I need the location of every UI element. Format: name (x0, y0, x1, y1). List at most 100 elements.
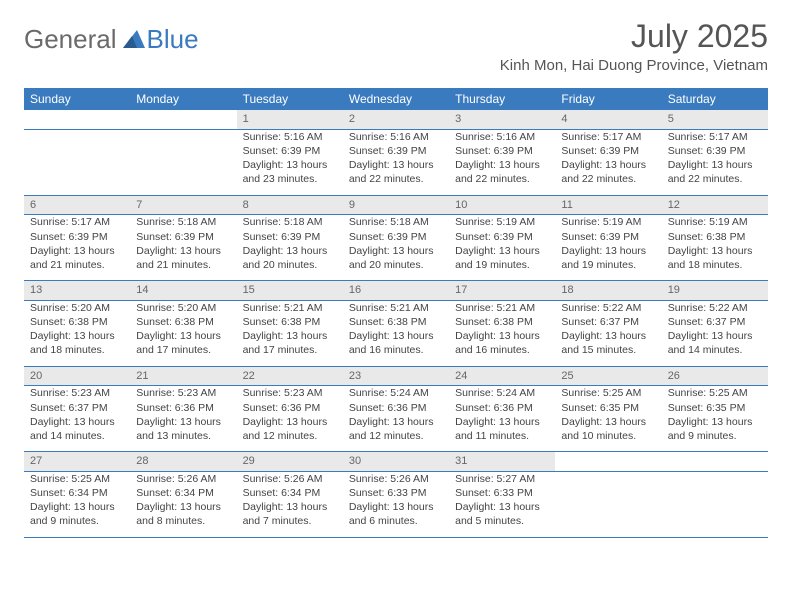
day-cell: Sunrise: 5:22 AMSunset: 6:37 PMDaylight:… (555, 300, 661, 366)
sunrise-line: Sunrise: 5:25 AM (30, 472, 124, 486)
day-cell: Sunrise: 5:17 AMSunset: 6:39 PMDaylight:… (662, 129, 768, 195)
day-cell: Sunrise: 5:22 AMSunset: 6:37 PMDaylight:… (662, 300, 768, 366)
sunset-line: Sunset: 6:38 PM (349, 315, 443, 329)
sunset-line: Sunset: 6:34 PM (30, 486, 124, 500)
sunrise-line: Sunrise: 5:19 AM (668, 215, 762, 229)
day-number: 23 (343, 367, 449, 386)
day-number: 28 (130, 452, 236, 471)
day-number: 9 (343, 196, 449, 215)
daylight-line: Daylight: 13 hours and 11 minutes. (455, 415, 549, 443)
day-number: 22 (237, 367, 343, 386)
daylight-line: Daylight: 13 hours and 13 minutes. (136, 415, 230, 443)
sunset-line: Sunset: 6:39 PM (136, 230, 230, 244)
sunset-line: Sunset: 6:34 PM (136, 486, 230, 500)
sunset-line: Sunset: 6:39 PM (561, 144, 655, 158)
calendar-table: SundayMondayTuesdayWednesdayThursdayFrid… (24, 88, 768, 538)
sunrise-line: Sunrise: 5:23 AM (30, 386, 124, 400)
day-number: 14 (130, 281, 236, 300)
day-number: 13 (24, 281, 130, 300)
sunset-line: Sunset: 6:39 PM (455, 230, 549, 244)
day-cell: Sunrise: 5:23 AMSunset: 6:36 PMDaylight:… (237, 386, 343, 452)
location-text: Kinh Mon, Hai Duong Province, Vietnam (500, 57, 768, 74)
daylight-line: Daylight: 13 hours and 9 minutes. (668, 415, 762, 443)
day-cell: Sunrise: 5:17 AMSunset: 6:39 PMDaylight:… (555, 129, 661, 195)
sunrise-line: Sunrise: 5:16 AM (349, 130, 443, 144)
sunrise-line: Sunrise: 5:24 AM (349, 386, 443, 400)
daylight-line: Daylight: 13 hours and 14 minutes. (30, 415, 124, 443)
daylight-line: Daylight: 13 hours and 12 minutes. (349, 415, 443, 443)
day-cell: Sunrise: 5:19 AMSunset: 6:39 PMDaylight:… (555, 215, 661, 281)
day-number: 12 (662, 196, 768, 215)
day-number: 7 (130, 196, 236, 215)
day-cell: Sunrise: 5:21 AMSunset: 6:38 PMDaylight:… (449, 300, 555, 366)
sunrise-line: Sunrise: 5:23 AM (136, 386, 230, 400)
day-cell: Sunrise: 5:25 AMSunset: 6:35 PMDaylight:… (662, 386, 768, 452)
day-number: 31 (449, 452, 555, 471)
daylight-line: Daylight: 13 hours and 22 minutes. (668, 158, 762, 186)
sunset-line: Sunset: 6:39 PM (243, 144, 337, 158)
daylight-line: Daylight: 13 hours and 8 minutes. (136, 500, 230, 528)
day-cell: Sunrise: 5:23 AMSunset: 6:37 PMDaylight:… (24, 386, 130, 452)
sunset-line: Sunset: 6:37 PM (30, 401, 124, 415)
day-cell (555, 471, 661, 537)
sunset-line: Sunset: 6:39 PM (349, 144, 443, 158)
day-cell: Sunrise: 5:20 AMSunset: 6:38 PMDaylight:… (24, 300, 130, 366)
daylight-line: Daylight: 13 hours and 21 minutes. (30, 244, 124, 272)
sunrise-line: Sunrise: 5:20 AM (30, 301, 124, 315)
header: General Blue July 2025 Kinh Mon, Hai Duo… (24, 18, 768, 74)
day-cell: Sunrise: 5:18 AMSunset: 6:39 PMDaylight:… (237, 215, 343, 281)
daylight-line: Daylight: 13 hours and 20 minutes. (349, 244, 443, 272)
day-number: 19 (662, 281, 768, 300)
day-number: 17 (449, 281, 555, 300)
weekday-header: Tuesday (237, 88, 343, 110)
sunset-line: Sunset: 6:38 PM (136, 315, 230, 329)
sunset-line: Sunset: 6:38 PM (668, 230, 762, 244)
sunrise-line: Sunrise: 5:22 AM (668, 301, 762, 315)
sunset-line: Sunset: 6:33 PM (349, 486, 443, 500)
sunset-line: Sunset: 6:35 PM (561, 401, 655, 415)
sunrise-line: Sunrise: 5:21 AM (455, 301, 549, 315)
daylight-line: Daylight: 13 hours and 17 minutes. (243, 329, 337, 357)
logo-text-blue: Blue (147, 24, 199, 55)
day-cell: Sunrise: 5:19 AMSunset: 6:38 PMDaylight:… (662, 215, 768, 281)
calendar-header: SundayMondayTuesdayWednesdayThursdayFrid… (24, 88, 768, 110)
sunrise-line: Sunrise: 5:19 AM (561, 215, 655, 229)
daylight-line: Daylight: 13 hours and 22 minutes. (561, 158, 655, 186)
daylight-line: Daylight: 13 hours and 19 minutes. (561, 244, 655, 272)
sunset-line: Sunset: 6:39 PM (455, 144, 549, 158)
sunrise-line: Sunrise: 5:17 AM (668, 130, 762, 144)
day-cell: Sunrise: 5:25 AMSunset: 6:35 PMDaylight:… (555, 386, 661, 452)
daylight-line: Daylight: 13 hours and 19 minutes. (455, 244, 549, 272)
day-cell: Sunrise: 5:16 AMSunset: 6:39 PMDaylight:… (343, 129, 449, 195)
sunset-line: Sunset: 6:37 PM (561, 315, 655, 329)
sunset-line: Sunset: 6:39 PM (30, 230, 124, 244)
day-cell: Sunrise: 5:16 AMSunset: 6:39 PMDaylight:… (237, 129, 343, 195)
sunset-line: Sunset: 6:36 PM (243, 401, 337, 415)
day-number: 29 (237, 452, 343, 471)
sunset-line: Sunset: 6:36 PM (136, 401, 230, 415)
sunset-line: Sunset: 6:39 PM (349, 230, 443, 244)
weekday-header: Monday (130, 88, 236, 110)
sunset-line: Sunset: 6:36 PM (349, 401, 443, 415)
day-number: 10 (449, 196, 555, 215)
sunset-line: Sunset: 6:35 PM (668, 401, 762, 415)
day-number: 26 (662, 367, 768, 386)
day-cell: Sunrise: 5:26 AMSunset: 6:33 PMDaylight:… (343, 471, 449, 537)
day-number: 11 (555, 196, 661, 215)
sunset-line: Sunset: 6:38 PM (243, 315, 337, 329)
daylight-line: Daylight: 13 hours and 6 minutes. (349, 500, 443, 528)
day-number: 2 (343, 110, 449, 129)
sunset-line: Sunset: 6:37 PM (668, 315, 762, 329)
weekday-header: Thursday (449, 88, 555, 110)
day-cell: Sunrise: 5:24 AMSunset: 6:36 PMDaylight:… (449, 386, 555, 452)
daylight-line: Daylight: 13 hours and 12 minutes. (243, 415, 337, 443)
day-number: 6 (24, 196, 130, 215)
day-cell: Sunrise: 5:21 AMSunset: 6:38 PMDaylight:… (237, 300, 343, 366)
day-number (130, 110, 236, 129)
logo: General Blue (24, 18, 199, 55)
day-number (662, 452, 768, 471)
daylight-line: Daylight: 13 hours and 14 minutes. (668, 329, 762, 357)
daylight-line: Daylight: 13 hours and 16 minutes. (349, 329, 443, 357)
day-number: 24 (449, 367, 555, 386)
sunrise-line: Sunrise: 5:18 AM (136, 215, 230, 229)
